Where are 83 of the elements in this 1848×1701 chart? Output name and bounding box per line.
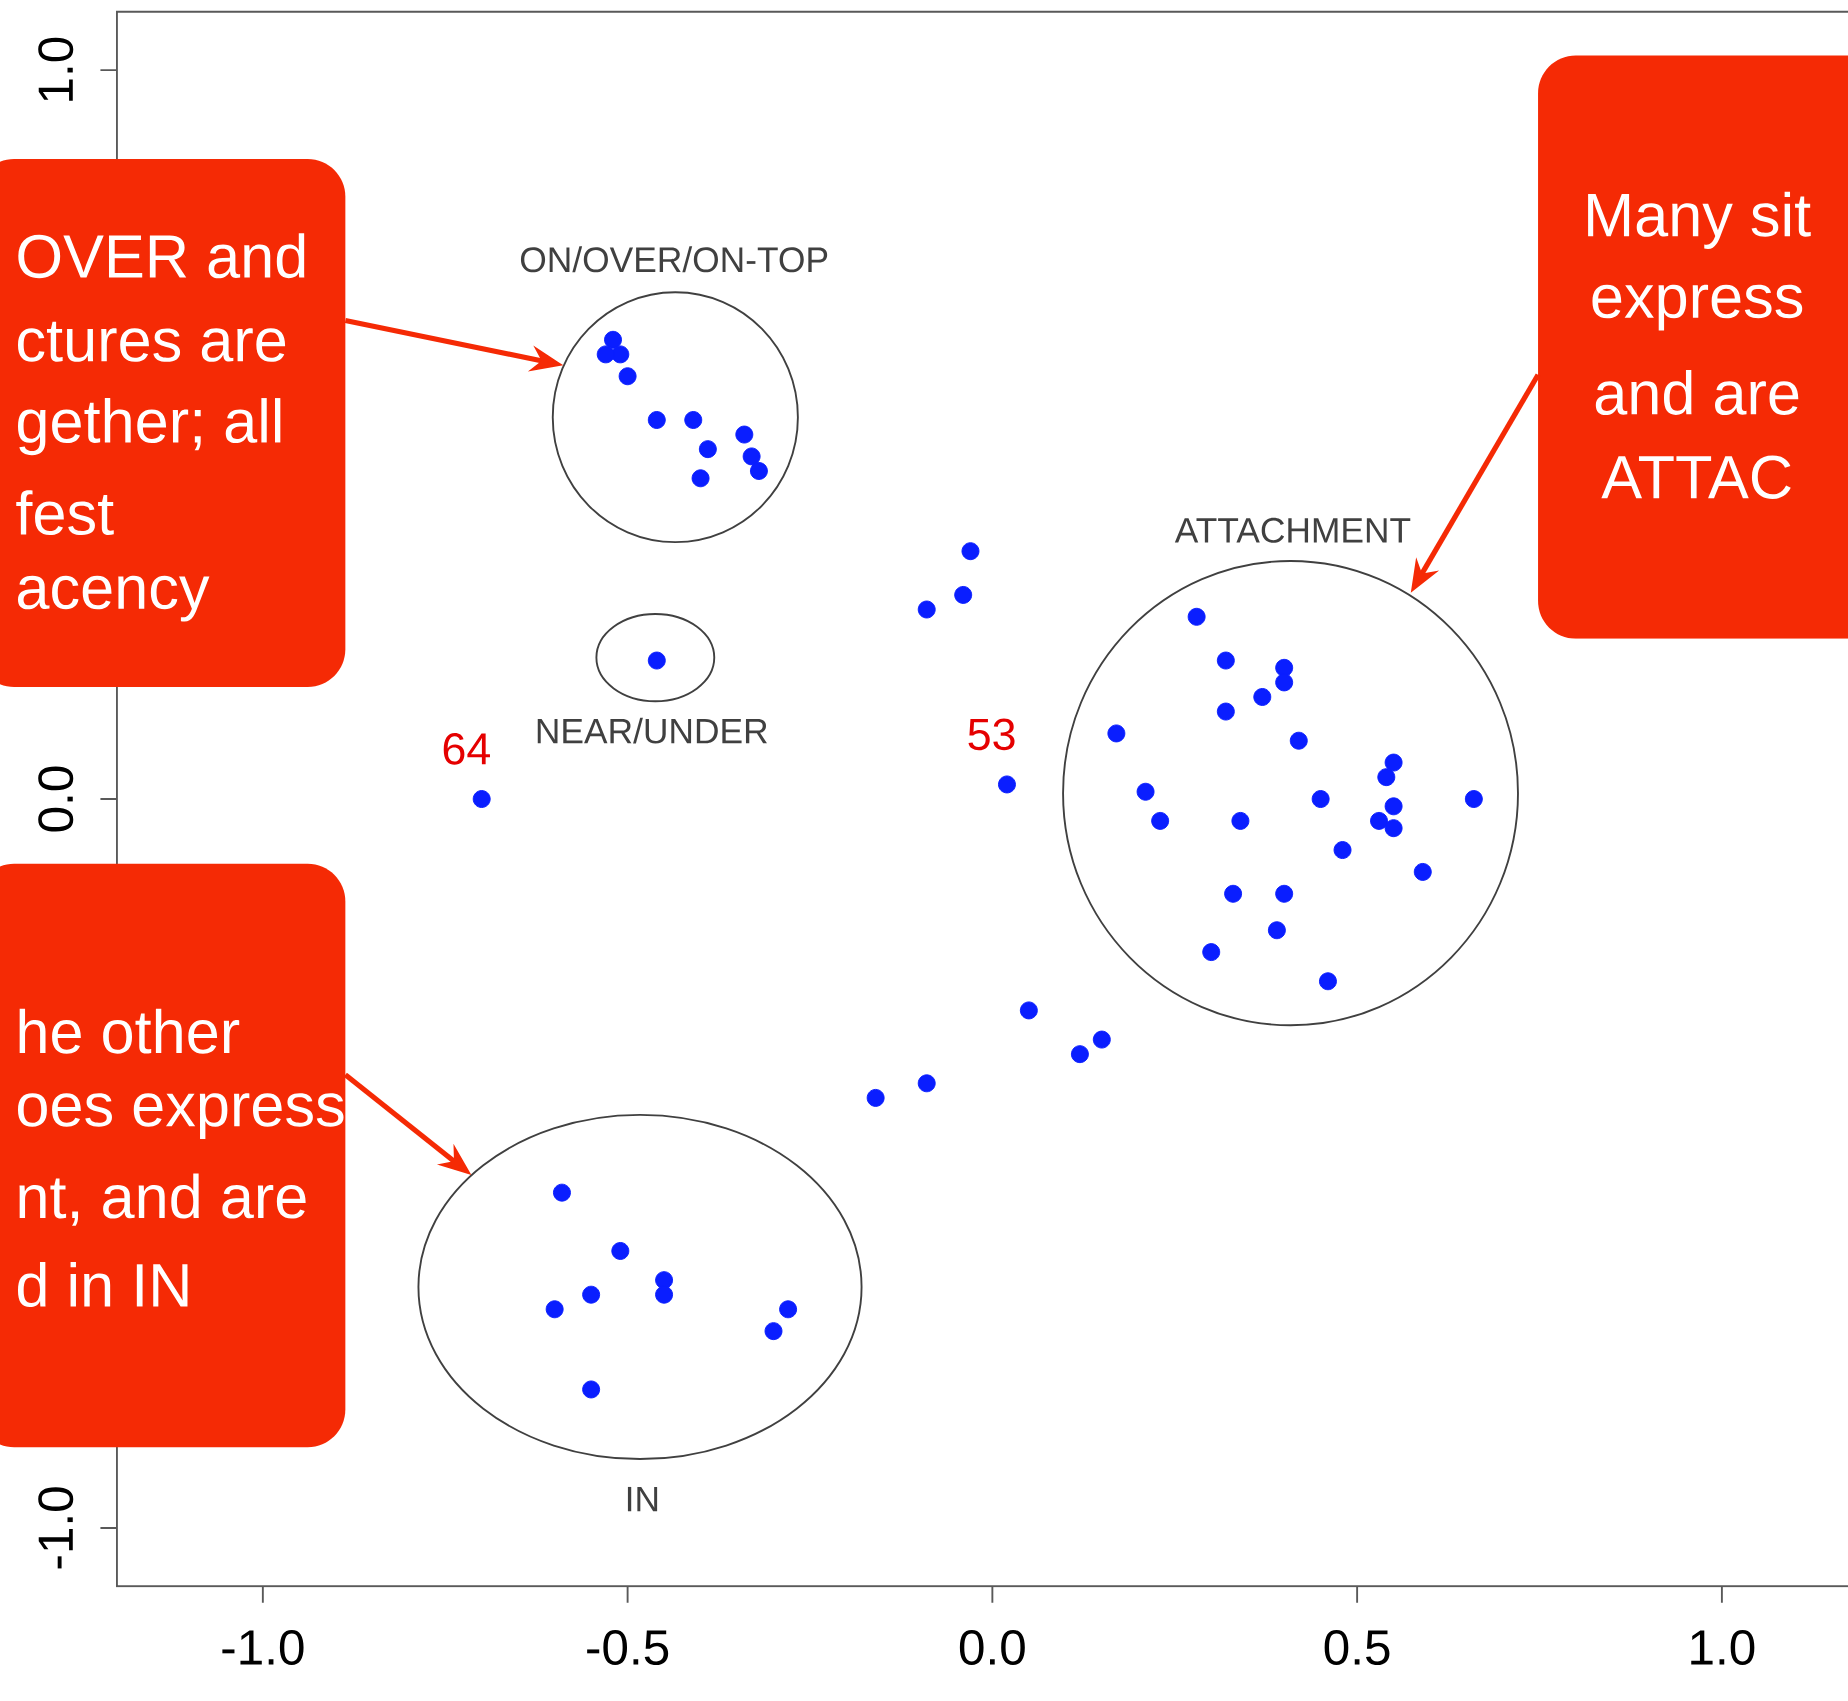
point <box>1275 885 1294 903</box>
annotation: ctures are <box>17 321 286 363</box>
point <box>655 1285 674 1304</box>
point <box>1464 790 1483 809</box>
point <box>866 1089 885 1108</box>
annotation: NEAR/UNDER <box>537 717 767 744</box>
point <box>611 1242 630 1261</box>
point <box>472 790 491 809</box>
y-tick-label: -1.0 <box>38 1487 74 1569</box>
point <box>1311 790 1330 809</box>
point <box>1318 972 1337 991</box>
point <box>1377 768 1396 787</box>
point <box>961 542 980 561</box>
point <box>655 1271 674 1290</box>
point <box>1107 724 1126 743</box>
annotation: acency <box>17 575 210 622</box>
point <box>1216 651 1235 670</box>
point <box>618 367 637 386</box>
annotation: Many sit <box>1588 191 1811 250</box>
point <box>1187 608 1206 626</box>
point <box>1019 1001 1038 1020</box>
point <box>742 447 761 466</box>
annotation: he other <box>19 1008 240 1054</box>
point <box>1384 797 1403 816</box>
annotation: 64 <box>443 733 490 765</box>
annotation: ATTAC <box>1601 455 1791 500</box>
point <box>1267 921 1286 940</box>
x-tick-label: 1.0 <box>1691 1630 1755 1666</box>
point <box>1151 812 1170 831</box>
point <box>917 600 936 619</box>
point <box>1231 812 1250 831</box>
annotation: ON/OVER/ON-TOP <box>520 246 828 273</box>
point <box>604 331 622 349</box>
annotation: nt, and are <box>19 1173 306 1227</box>
annotation: ATTACHMENT <box>1174 517 1411 544</box>
annotation: and are <box>1595 370 1799 416</box>
point <box>1202 943 1221 962</box>
x-tick-label: -1.0 <box>222 1630 304 1666</box>
point <box>684 411 703 430</box>
point <box>998 775 1016 794</box>
annotation: express <box>1592 284 1803 331</box>
point <box>582 1380 601 1399</box>
point <box>764 1322 783 1341</box>
point <box>1370 812 1388 831</box>
point <box>779 1300 798 1319</box>
point <box>1253 688 1272 707</box>
annotation: d in IN <box>17 1262 188 1308</box>
point <box>1092 1030 1111 1049</box>
annotation: gether; all <box>17 398 281 456</box>
point <box>1216 702 1235 721</box>
point <box>1413 863 1432 882</box>
annotation: 53 <box>968 718 1015 751</box>
y-tick-label: 0.0 <box>38 766 74 832</box>
point <box>582 1285 601 1304</box>
point <box>917 1074 936 1093</box>
point <box>1384 753 1403 772</box>
x-tick-label: -0.5 <box>587 1630 669 1666</box>
point <box>1224 885 1243 903</box>
point <box>611 345 630 364</box>
point <box>1333 841 1352 860</box>
x-tick-label: 0.5 <box>1324 1630 1390 1666</box>
point <box>552 1183 571 1202</box>
annotation: oes express <box>17 1093 344 1140</box>
annotation: OVER and <box>18 233 305 279</box>
point <box>698 440 717 459</box>
point <box>1070 1045 1089 1064</box>
point <box>1275 659 1294 677</box>
point <box>691 469 710 488</box>
point <box>954 586 973 605</box>
annotation: IN <box>627 1487 658 1512</box>
point <box>1275 673 1294 692</box>
text: fest <box>16 490 114 536</box>
point <box>1289 731 1308 750</box>
point <box>647 651 666 670</box>
point <box>1136 782 1155 801</box>
point <box>647 411 666 430</box>
point <box>596 345 615 364</box>
point <box>1384 819 1403 838</box>
y-tick-label: 1.0 <box>38 37 74 101</box>
x-tick-label: 0.0 <box>959 1630 1025 1666</box>
point <box>749 462 768 481</box>
point <box>545 1300 564 1319</box>
point <box>735 425 754 444</box>
